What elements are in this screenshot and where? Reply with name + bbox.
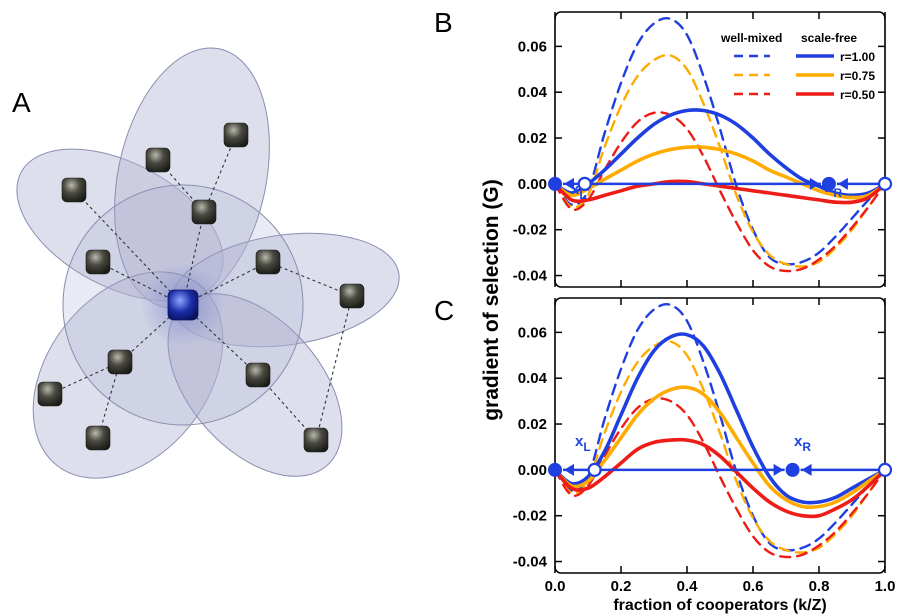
- legend-label-r100: r=1.00: [840, 50, 875, 64]
- y-tick-label: 0.02: [518, 416, 547, 433]
- arrow-head-icon: [773, 463, 784, 476]
- panel-label-b: B: [434, 7, 453, 38]
- unstable-point-right: [877, 462, 893, 477]
- x-tick-label: 1.0: [875, 578, 896, 595]
- y-tick-label: -0.02: [513, 508, 547, 525]
- series-dashed-r050: [555, 111, 885, 273]
- arrow-head-icon: [564, 177, 574, 190]
- xr-label: xR: [825, 179, 842, 200]
- x-tick-label: 0.6: [743, 578, 764, 595]
- node-icon: [85, 249, 111, 275]
- panel-c-x-ticks: 0.0 0.2 0.4 0.6 0.8 1.0: [545, 578, 896, 595]
- x-tick-label: 0.4: [677, 578, 699, 595]
- node-icon: [37, 381, 63, 407]
- y-tick-label: 0.02: [518, 130, 547, 147]
- series-dashed-r075: [555, 53, 885, 268]
- xr-label: xR: [794, 433, 811, 454]
- series-dashed-r100: [555, 17, 885, 266]
- stable-point-right: [785, 462, 800, 477]
- panel-b-dynamics: [548, 176, 893, 191]
- panel-b-series: [555, 17, 885, 273]
- node-icon: [303, 427, 329, 453]
- x-tick-label: 0.8: [809, 578, 830, 595]
- series-solid-r100: [555, 332, 885, 505]
- stable-point-right: [821, 176, 836, 191]
- panel-c: 0.060.040.020.00-0.02-0.04 xL xR 0.0 0.2 0…: [513, 297, 896, 595]
- legend-label-r075: r=0.75: [840, 69, 875, 83]
- node-icon: [339, 283, 365, 309]
- unstable-point-left: [587, 462, 602, 477]
- panel-b-annotations: xL xR: [571, 179, 842, 202]
- node-icon: [223, 122, 249, 148]
- arrow-head-icon: [837, 177, 848, 190]
- panel-label-a: A: [12, 87, 31, 118]
- series-solid-r050: [555, 179, 885, 205]
- series-dashed-r075: [555, 339, 885, 554]
- panel-label-c: C: [434, 295, 454, 326]
- y-tick-label: 0.04: [518, 84, 548, 101]
- x-tick-label: 0.2: [611, 578, 632, 595]
- series-solid-r100: [555, 108, 885, 198]
- xl-label: xL: [571, 181, 587, 202]
- y-tick-label: 0.06: [518, 324, 547, 341]
- y-tick-label: -0.02: [513, 222, 547, 239]
- panel-b-frame: [554, 11, 886, 288]
- arrow-head-icon: [809, 177, 820, 190]
- series-dashed-r050: [555, 397, 885, 559]
- node-icon: [85, 425, 111, 451]
- leaf-nodes: [37, 122, 365, 453]
- node-icon: [107, 349, 133, 375]
- y-tick-label: 0.00: [518, 176, 547, 193]
- xl-label: xL: [575, 433, 591, 454]
- x-tick-label: 0.0: [545, 578, 566, 595]
- arrow-head-icon: [564, 463, 574, 476]
- unstable-point-right: [877, 176, 893, 191]
- legend-header-well-mixed: well-mixed: [720, 31, 782, 45]
- series-solid-r050: [555, 437, 885, 519]
- network-illustration: [16, 47, 400, 479]
- unstable-point-left: [577, 176, 592, 191]
- y-tick-label: 0.04: [518, 370, 548, 387]
- legend-label-r050: r=0.50: [840, 88, 875, 102]
- node-icon: [145, 147, 171, 173]
- stable-point-left: [548, 462, 562, 477]
- legend-header-scale-free: scale-free: [801, 31, 857, 45]
- y-tick-label: 0.06: [518, 38, 547, 55]
- node-icon: [191, 199, 217, 225]
- panel-c-frame: [554, 297, 886, 574]
- panel-b: 0.06 0.04 0.02 0.00 -0.02 -0.04 xL xR well-mi…: [513, 11, 893, 288]
- node-icon: [245, 362, 271, 388]
- y-axis-title: gradient of selection (G): [480, 179, 503, 421]
- series-dashed-r100: [555, 303, 885, 552]
- legend: well-mixed scale-free r=1.00 r=0.75 r=0.…: [720, 31, 875, 102]
- y-tick-label: -0.04: [513, 554, 548, 571]
- y-tick-label: 0.00: [518, 462, 547, 479]
- x-axis-title: fraction of cooperators (k/Z): [613, 597, 826, 614]
- stable-point-left: [548, 176, 562, 191]
- node-icon: [61, 177, 87, 203]
- panel-c-dynamics: [548, 462, 893, 477]
- series-solid-r075: [555, 145, 885, 200]
- arrow-head-icon: [801, 463, 812, 476]
- y-tick-label: -0.04: [513, 268, 548, 285]
- panel-c-series: [555, 303, 885, 559]
- panel-c-annotations: xL xR: [575, 433, 811, 454]
- series-solid-r075: [555, 385, 885, 510]
- node-icon: [255, 249, 281, 275]
- hub-node-icon: [167, 289, 199, 321]
